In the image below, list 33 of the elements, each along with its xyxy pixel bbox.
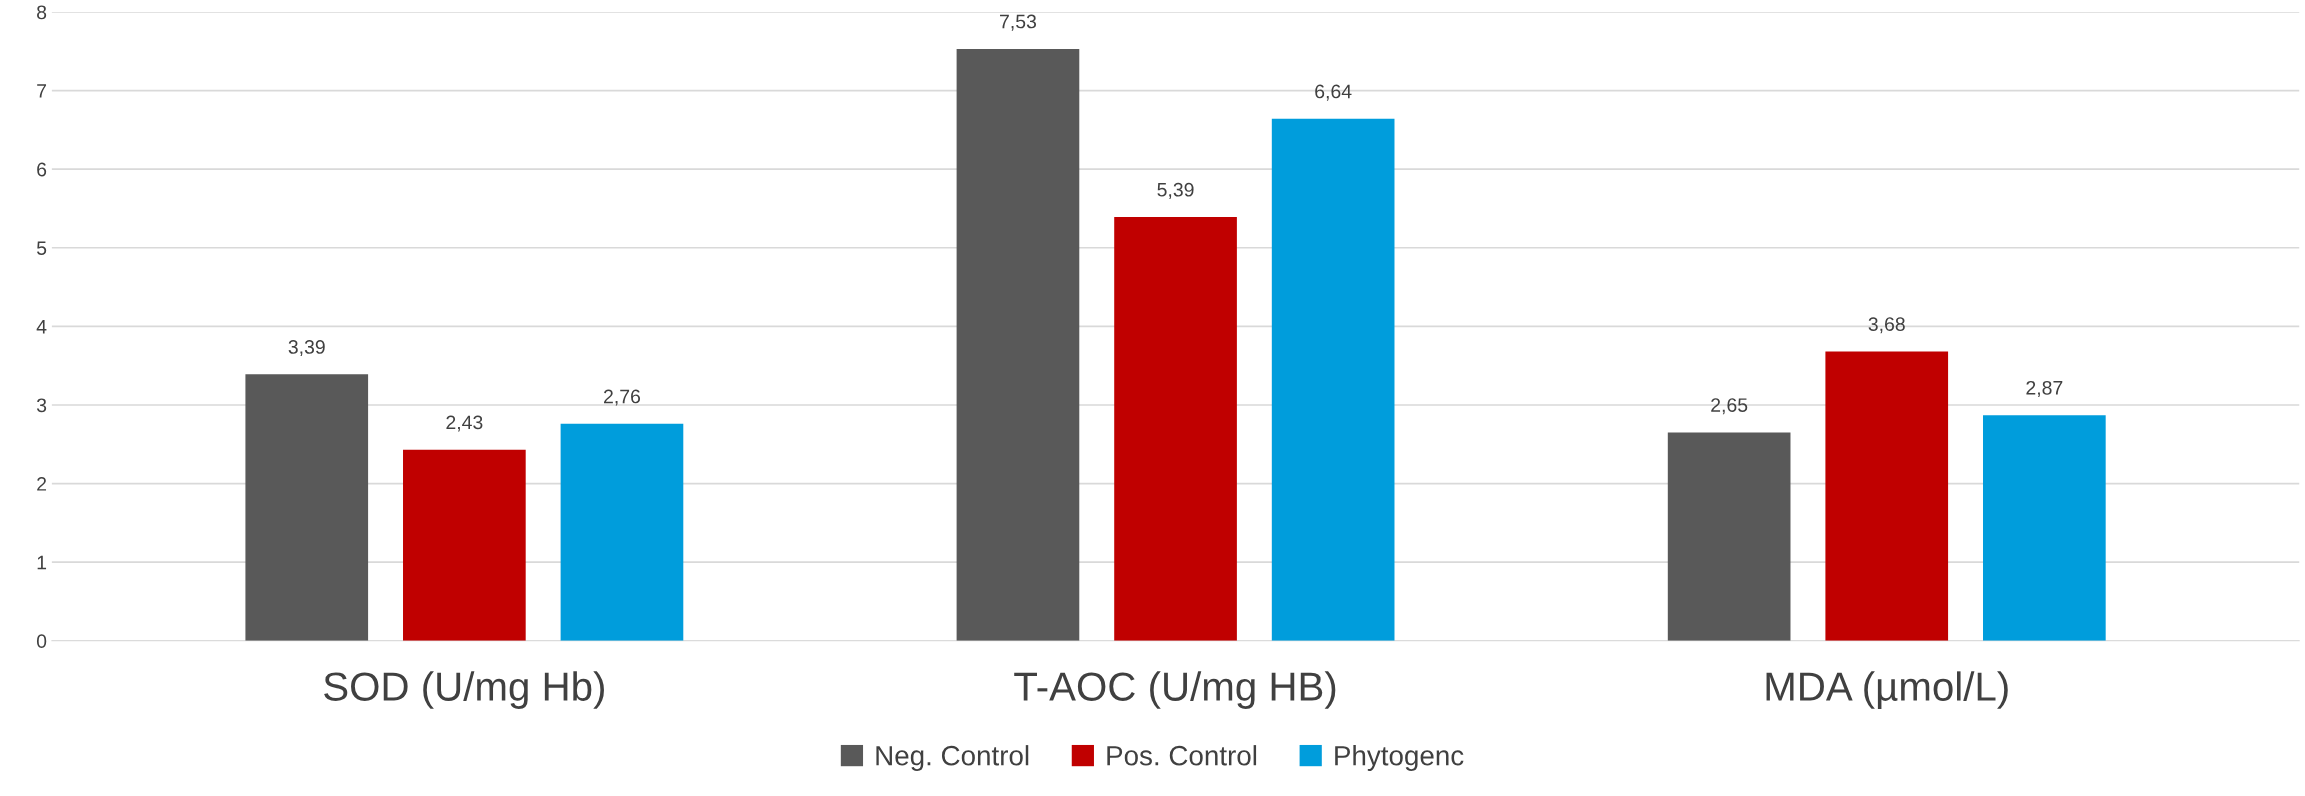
y-tick-label: 4 [36,320,47,334]
y-tick-label: 1 [37,555,47,570]
bar [956,48,1080,641]
bar [245,374,369,641]
bar [403,449,526,641]
y-tick-label: 2 [37,477,47,491]
data-label: 2,65 [1711,398,1748,415]
y-tick-label: 7 [37,84,47,98]
legend-label: Neg. Control [876,745,1029,771]
y-tick-label: 5 [36,241,47,255]
x-tick-label: SOD (U/mg Hb) [324,671,604,709]
bar [1271,118,1395,641]
y-tick-label: 8 [37,5,47,20]
data-label: 3,68 [1868,317,1905,334]
x-tick-label: MDA (µmol/L) [1766,671,2008,709]
data-label: 5,39 [1157,182,1194,199]
data-label: 2,76 [604,389,641,406]
y-tick-label: 6 [37,162,47,177]
bar [1114,217,1237,641]
data-label: 2,43 [446,415,483,432]
y-tick-label: 0 [36,634,47,649]
bar [1825,351,1949,641]
data-label: 7,53 [1000,14,1037,31]
bar [1983,415,2106,641]
legend-label: Pos. Control [1107,745,1257,766]
data-label: 6,64 [1315,84,1352,101]
data-label: 2,87 [2026,380,2063,397]
bar [560,423,684,641]
y-tick-label: 3 [36,398,47,413]
data-label: 3,39 [288,340,325,357]
bar [1667,432,1791,641]
x-tick-label: T-AOC (U/mg HB) [1014,671,1336,709]
legend-label: Phytogenc [1335,745,1464,771]
